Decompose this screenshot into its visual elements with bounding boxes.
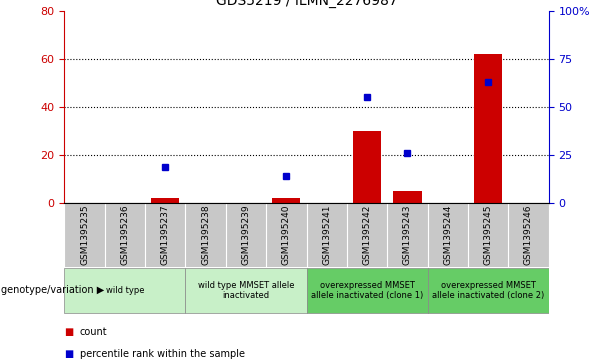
Bar: [474, 54, 502, 203]
Text: GSM1395246: GSM1395246: [524, 205, 533, 265]
Text: wild type MMSET allele
inactivated: wild type MMSET allele inactivated: [198, 281, 294, 300]
FancyBboxPatch shape: [185, 268, 306, 313]
Text: ■: ■: [64, 349, 74, 359]
Text: GSM1395245: GSM1395245: [484, 205, 493, 265]
Text: overexpressed MMSET
allele inactivated (clone 1): overexpressed MMSET allele inactivated (…: [311, 281, 423, 300]
Text: GSM1395240: GSM1395240: [282, 205, 291, 265]
Text: percentile rank within the sample: percentile rank within the sample: [80, 349, 245, 359]
Text: GSM1395239: GSM1395239: [242, 205, 251, 265]
Text: GSM1395237: GSM1395237: [161, 205, 170, 265]
Bar: [151, 199, 180, 203]
FancyBboxPatch shape: [306, 268, 427, 313]
Text: GSM1395242: GSM1395242: [362, 205, 371, 265]
Title: GDS5219 / ILMN_2276987: GDS5219 / ILMN_2276987: [216, 0, 397, 8]
Text: GSM1395238: GSM1395238: [201, 205, 210, 265]
Text: genotype/variation ▶: genotype/variation ▶: [1, 285, 104, 295]
FancyBboxPatch shape: [64, 268, 185, 313]
Text: count: count: [80, 327, 107, 337]
Text: ■: ■: [64, 327, 74, 337]
Text: GSM1395235: GSM1395235: [80, 205, 89, 265]
Text: GSM1395241: GSM1395241: [322, 205, 331, 265]
Text: overexpressed MMSET
allele inactivated (clone 2): overexpressed MMSET allele inactivated (…: [432, 281, 544, 300]
Text: GSM1395236: GSM1395236: [120, 205, 129, 265]
Text: GSM1395244: GSM1395244: [443, 205, 452, 265]
FancyBboxPatch shape: [427, 268, 549, 313]
Text: GSM1395243: GSM1395243: [403, 205, 412, 265]
Bar: [353, 131, 381, 203]
Bar: [394, 191, 422, 203]
Text: wild type: wild type: [105, 286, 144, 295]
Bar: [272, 199, 300, 203]
